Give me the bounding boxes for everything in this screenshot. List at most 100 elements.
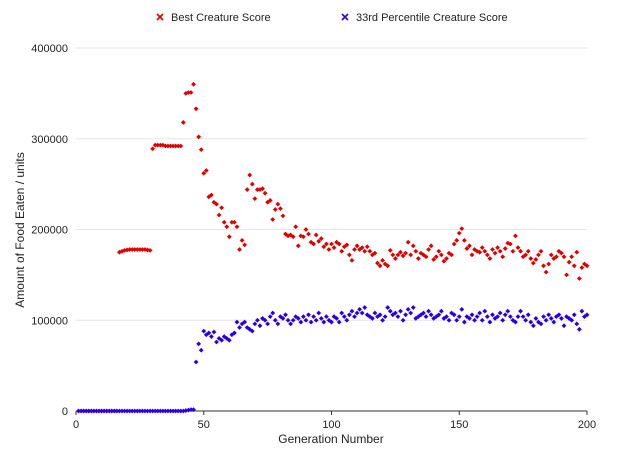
data-point	[372, 310, 378, 316]
data-point	[316, 238, 322, 244]
data-point	[76, 408, 81, 414]
data-point	[398, 249, 403, 255]
data-point	[232, 330, 237, 336]
data-point	[495, 245, 500, 251]
data-point	[418, 312, 424, 318]
data-point	[170, 408, 176, 414]
data-point	[129, 408, 135, 414]
data-point	[226, 234, 232, 240]
data-point	[533, 316, 539, 321]
data-point	[155, 408, 161, 414]
data-point	[472, 317, 477, 323]
data-point	[206, 330, 212, 336]
data-point	[395, 314, 401, 320]
data-point	[341, 314, 347, 320]
data-point	[403, 312, 408, 318]
data-point	[278, 206, 283, 212]
x-tick-labels: 0 50 100 150 200	[73, 419, 596, 431]
data-point	[484, 252, 490, 258]
data-point	[119, 408, 125, 414]
data-point	[364, 244, 370, 250]
data-point	[523, 317, 529, 323]
data-point	[191, 81, 196, 87]
data-point	[446, 317, 452, 323]
data-point	[541, 314, 546, 320]
data-point	[349, 257, 355, 263]
data-point	[255, 317, 260, 323]
data-point	[336, 241, 342, 247]
data-point	[165, 143, 171, 149]
data-point	[88, 408, 94, 414]
data-point	[298, 319, 304, 325]
data-point	[168, 143, 173, 149]
data-point	[541, 263, 546, 269]
data-point	[216, 212, 222, 218]
data-point	[272, 317, 278, 323]
data-point	[94, 408, 99, 414]
data-point	[564, 272, 569, 278]
data-point	[163, 143, 168, 149]
data-point	[513, 319, 518, 325]
data-point	[234, 224, 240, 230]
data-point	[242, 242, 248, 248]
data-point	[311, 314, 317, 320]
data-point	[326, 317, 332, 323]
data-point	[433, 314, 439, 320]
data-point	[290, 317, 296, 323]
data-point	[571, 312, 577, 318]
data-point	[426, 308, 431, 314]
data-point	[454, 317, 460, 323]
data-point	[214, 339, 219, 345]
data-point	[525, 248, 531, 254]
data-point	[81, 408, 87, 414]
data-point	[369, 252, 375, 258]
data-point	[137, 408, 143, 414]
data-point	[211, 199, 217, 205]
data-point	[145, 247, 150, 253]
data-point	[191, 407, 196, 413]
data-point	[438, 308, 444, 314]
data-point	[449, 252, 454, 258]
data-point	[474, 314, 480, 320]
data-point	[472, 247, 477, 252]
data-point	[132, 247, 138, 252]
data-point	[533, 257, 539, 262]
data-point	[142, 247, 148, 252]
data-point	[124, 247, 130, 253]
data-point	[454, 237, 460, 243]
data-point	[219, 205, 225, 211]
data-point	[239, 237, 245, 243]
grid	[76, 47, 587, 321]
data-point	[382, 314, 388, 320]
data-point	[326, 247, 332, 252]
data-point	[308, 319, 314, 325]
data-point	[86, 408, 92, 414]
data-point	[415, 256, 421, 261]
data-point	[101, 408, 107, 414]
data-point	[203, 168, 209, 173]
data-point	[150, 146, 156, 152]
data-point	[398, 308, 403, 314]
data-point	[329, 319, 334, 325]
data-point	[178, 408, 184, 414]
data-point	[566, 259, 572, 265]
data-point	[247, 172, 253, 178]
data-point	[219, 337, 225, 343]
data-point	[117, 249, 122, 255]
data-point	[147, 247, 153, 253]
y-tick-label: 300000	[31, 134, 68, 146]
legend-marker-icon	[341, 13, 349, 21]
data-point	[390, 312, 396, 318]
data-point	[267, 198, 273, 203]
data-point	[538, 248, 544, 254]
data-point	[490, 312, 495, 318]
data-point	[78, 408, 84, 414]
data-point	[262, 190, 268, 196]
data-point	[339, 248, 345, 254]
data-point	[380, 317, 385, 323]
data-point	[237, 247, 242, 252]
data-point	[515, 245, 521, 251]
data-point	[201, 328, 207, 334]
x-tick-label: 50	[198, 419, 210, 431]
